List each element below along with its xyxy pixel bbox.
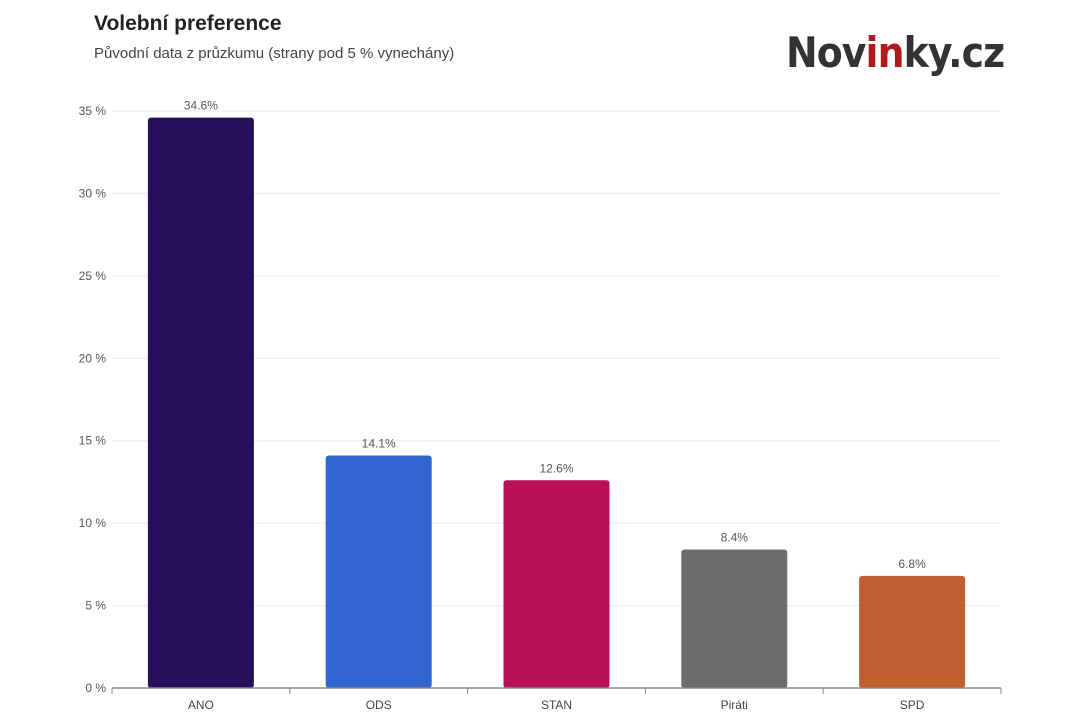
x-tick-label: SPD xyxy=(900,698,925,712)
data-label: 8.4% xyxy=(721,531,749,545)
data-label: 6.8% xyxy=(898,557,926,571)
bar-stan xyxy=(503,480,610,688)
bar-piráti xyxy=(681,549,788,688)
chart-title: Volební preference xyxy=(94,12,282,35)
novinky-logo: Novinky.cz xyxy=(786,28,1005,77)
data-label: 34.6% xyxy=(184,99,218,113)
bar-spd xyxy=(859,575,966,688)
x-tick-label: STAN xyxy=(541,698,572,712)
y-tick-label: 0 % xyxy=(85,681,106,695)
data-label: 12.6% xyxy=(539,461,573,475)
y-tick-label: 35 % xyxy=(79,104,107,118)
y-tick-label: 10 % xyxy=(79,516,107,530)
chart-subtitle: Původní data z průzkumu (strany pod 5 % … xyxy=(94,45,455,62)
y-tick-label: 30 % xyxy=(79,186,107,200)
logo-text-pre: Nov xyxy=(786,28,866,77)
x-tick-label: Piráti xyxy=(721,698,748,712)
x-tick-label: ODS xyxy=(366,698,392,712)
bar-ods xyxy=(325,455,432,688)
bar-ano xyxy=(147,117,254,688)
y-tick-label: 20 % xyxy=(79,351,107,365)
x-tick-label: ANO xyxy=(188,698,214,712)
y-tick-label: 25 % xyxy=(79,269,107,283)
logo-text-accent: in xyxy=(865,28,905,77)
y-tick-label: 15 % xyxy=(79,434,107,448)
y-tick-label: 5 % xyxy=(85,599,106,613)
logo-text-post: ky.cz xyxy=(903,28,1005,77)
data-label: 14.1% xyxy=(362,437,396,451)
